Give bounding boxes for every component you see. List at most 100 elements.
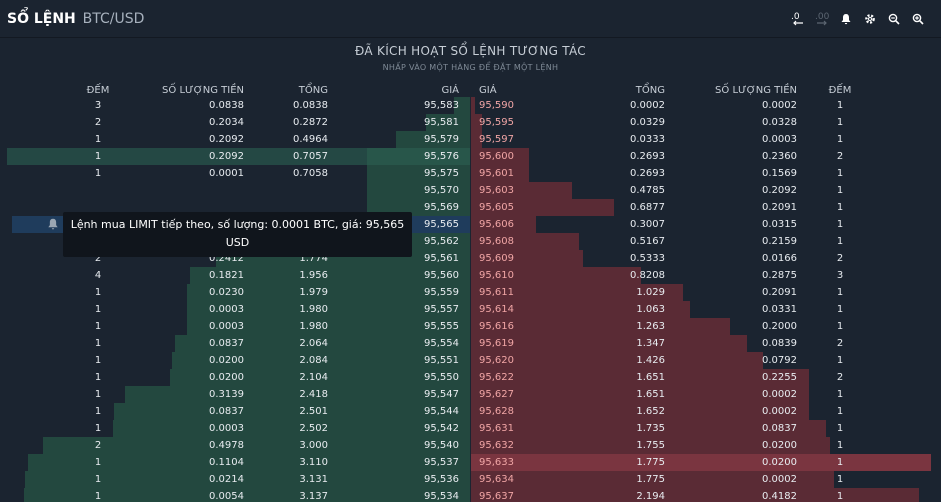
order-row[interactable]: 1 0.0230 1.979 95,559 95,611 1.029 0.2091 1: [0, 284, 941, 301]
ask-total-cell: 1.652: [636, 406, 665, 417]
ask-depth-bar: [471, 488, 919, 502]
ask-depth-bar: [471, 114, 482, 131]
order-row[interactable]: 1 0.3139 2.418 95,547 95,627 1.651 0.0002 1: [0, 386, 941, 403]
ask-count-cell: 2: [836, 338, 844, 349]
bid-count-cell: 1: [94, 151, 102, 162]
bid-amount-cell: 0.0837: [209, 406, 244, 417]
ask-total-cell: 1.775: [636, 474, 665, 485]
order-row[interactable]: 1 0.0054 3.137 95,534 95,637 2.194 0.4182 1: [0, 488, 941, 502]
bid-count-cell: 1: [94, 287, 102, 298]
order-row[interactable]: 95,569 95,605 0.6877 0.2091 1: [0, 199, 941, 216]
bid-amount-cell: 0.0003: [209, 423, 244, 434]
ask-price-cell: 95,597: [479, 134, 514, 145]
tooltip: Lệnh mua LIMIT tiếp theo, số lượng: 0.00…: [63, 212, 412, 257]
bid-count-cell: 1: [94, 389, 102, 400]
ask-amount-cell: 0.2092: [762, 185, 797, 196]
ask-total-cell: 1.426: [636, 355, 665, 366]
bid-total-cell: 0.0838: [293, 100, 328, 111]
bid-price-cell: 95,551: [424, 355, 459, 366]
order-row[interactable]: 1 0.2092 0.7057 95,576 95,600 0.2693 0.2360 2: [0, 148, 941, 165]
ask-amount-cell: 0.2000: [762, 321, 797, 332]
ask-depth-bar: [471, 148, 530, 165]
bid-count-cell: 1: [94, 406, 102, 417]
panel-title: SỔ LỆNH BTC/USD: [7, 11, 144, 27]
bid-total-cell: 1.774: [299, 253, 328, 264]
order-row[interactable]: 2 0.4978 3.000 95,540 95,632 1.755 0.0200 1: [0, 437, 941, 454]
bid-count-cell: 1: [94, 423, 102, 434]
ask-total-cell: 0.2693: [630, 168, 665, 179]
ask-amount-cell: 0.2875: [762, 270, 797, 281]
ask-price-cell: 95,619: [479, 338, 514, 349]
bid-price-cell: 95,550: [424, 372, 459, 383]
bid-depth-bar: [113, 403, 470, 420]
ask-count-cell: 1: [836, 185, 844, 196]
order-row[interactable]: 1 0.0003 1.980 95,555 95,616 1.263 0.2000 1: [0, 318, 941, 335]
ask-price-cell: 95,620: [479, 355, 514, 366]
bid-count-cell: 2: [94, 117, 102, 128]
order-row[interactable]: 1 0.0003 2.502 95,542 95,631 1.735 0.0837 1: [0, 420, 941, 437]
order-row[interactable]: 1 0.0214 3.131 95,536 95,634 1.775 0.0002 1: [0, 471, 941, 488]
bell-icon[interactable]: [839, 11, 853, 27]
ask-price-cell: 95,616: [479, 321, 514, 332]
ask-count-cell: 1: [836, 440, 844, 451]
ask-amount-cell: 0.0839: [762, 338, 797, 349]
order-row[interactable]: 2 0.2034 0.2872 95,581 95,595 0.0329 0.0328 1: [0, 114, 941, 131]
order-row[interactable]: 4 0.1821 1.956 95,560 95,610 0.8208 0.2875 3: [0, 267, 941, 284]
order-row[interactable]: 3 0.0838 0.0838 95,583 95,590 0.0002 0.0002 1: [0, 97, 941, 114]
bid-count-cell: 4: [94, 270, 102, 281]
ask-price-cell: 95,614: [479, 304, 514, 315]
order-row[interactable]: 1 0.0837 2.501 95,544 95,628 1.652 0.0002 1: [0, 403, 941, 420]
bid-depth-bar: [366, 182, 470, 199]
bid-count-cell: 1: [94, 338, 102, 349]
gear-icon[interactable]: [863, 11, 877, 27]
bid-amount-cell: 0.0214: [209, 474, 244, 485]
ask-depth-bar: [471, 335, 748, 352]
bid-price-cell: 95,557: [424, 304, 459, 315]
ask-depth-bar: [471, 369, 809, 386]
order-row[interactable]: 1 0.2092 0.4964 95,579 95,597 0.0333 0.0003 1: [0, 131, 941, 148]
ask-price-cell: 95,595: [479, 117, 514, 128]
decrease-precision-icon[interactable]: .0: [791, 11, 805, 27]
bid-price-cell: 95,569: [424, 202, 459, 213]
ask-count-cell: 1: [836, 304, 844, 315]
bid-total-cell: 2.501: [299, 406, 328, 417]
ask-total-cell: 1.651: [636, 372, 665, 383]
order-row[interactable]: 1 0.0200 2.084 95,551 95,620 1.426 0.0792 1: [0, 352, 941, 369]
ask-count-cell: 1: [836, 355, 844, 366]
ask-price-cell: 95,637: [479, 491, 514, 502]
order-row[interactable]: 1 0.0837 2.064 95,554 95,619 1.347 0.0839 2: [0, 335, 941, 352]
order-row[interactable]: 1 0.0003 1.980 95,557 95,614 1.063 0.0331 1: [0, 301, 941, 318]
ask-amount-cell: 0.2091: [762, 287, 797, 298]
order-book-header: SỔ LỆNH BTC/USD .0 .00: [0, 0, 941, 38]
pair-label: BTC/USD: [82, 11, 145, 27]
bid-price-cell: 95,534: [424, 491, 459, 502]
ask-price-cell: 95,609: [479, 253, 514, 264]
panel-title-text: SỔ LỆNH: [7, 11, 76, 27]
ask-price-cell: 95,590: [479, 100, 514, 111]
bid-count-cell: 1: [94, 321, 102, 332]
col-bid-amount: SỐ LƯỢNG TIỀN: [162, 85, 244, 96]
increase-precision-icon[interactable]: .00: [815, 11, 829, 27]
ask-amount-cell: 0.0837: [762, 423, 797, 434]
bid-depth-bar: [175, 335, 470, 352]
zoom-out-icon[interactable]: [887, 11, 901, 27]
bell-icon[interactable]: [46, 217, 60, 231]
bid-depth-bar: [23, 488, 470, 502]
order-row[interactable]: 1 0.0001 0.7058 95,575 95,601 0.2693 0.1569 1: [0, 165, 941, 182]
order-row[interactable]: 95,570 95,603 0.4785 0.2092 1: [0, 182, 941, 199]
ask-count-cell: 2: [836, 151, 844, 162]
bid-count-cell: 1: [94, 491, 102, 502]
bid-price-cell: 95,581: [424, 117, 459, 128]
ask-depth-bar: [471, 165, 530, 182]
ask-total-cell: 0.5333: [630, 253, 665, 264]
ask-count-cell: 1: [836, 389, 844, 400]
order-row[interactable]: 1 0.0200 2.104 95,550 95,622 1.651 0.2255 2: [0, 369, 941, 386]
bid-amount-cell: 0.2092: [209, 151, 244, 162]
ask-depth-bar: [471, 301, 690, 318]
bid-total-cell: 2.418: [299, 389, 328, 400]
order-row[interactable]: 1 0.1104 3.110 95,537 95,633 1.775 0.0200 1: [0, 454, 941, 471]
zoom-in-icon[interactable]: [911, 11, 925, 27]
ask-total-cell: 1.651: [636, 389, 665, 400]
order-book: ĐÃ KÍCH HOẠT SỔ LỆNH TƯƠNG TÁC NHẤP VÀO …: [0, 38, 941, 502]
ask-count-cell: 1: [836, 491, 844, 502]
